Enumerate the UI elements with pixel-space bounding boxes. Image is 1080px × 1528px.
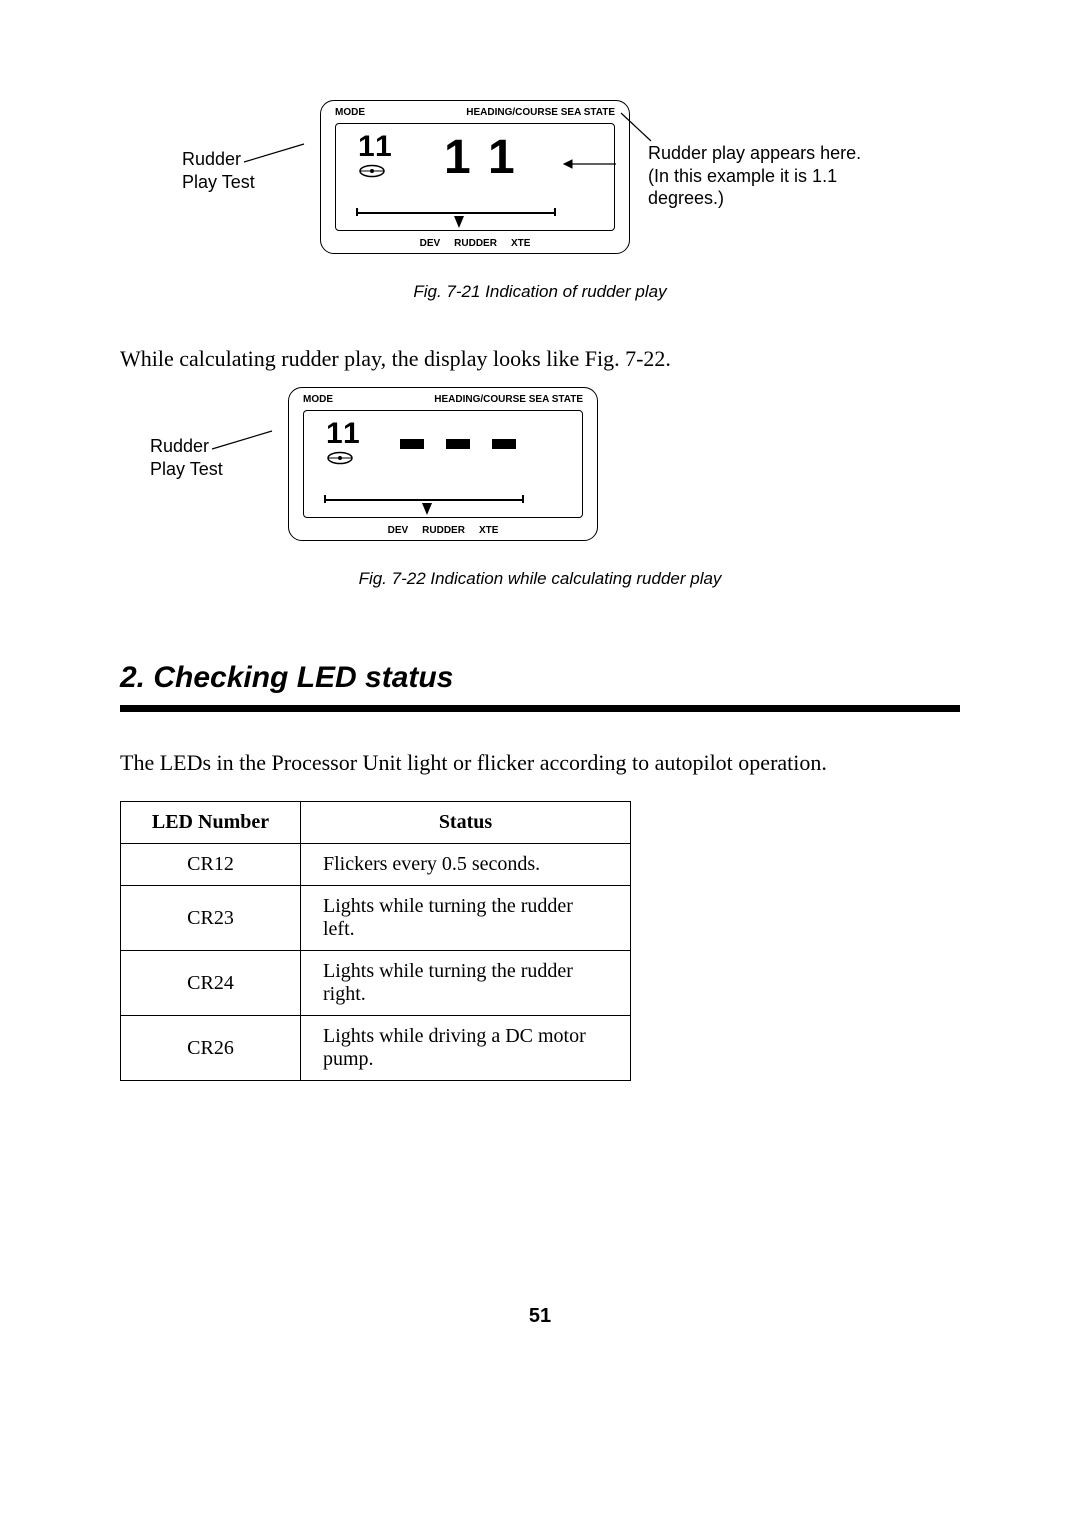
fig1-mode-digits: 11 [358, 132, 394, 162]
fig1-right-annotation: Rudder play appears here. (In this examp… [648, 100, 898, 210]
cell-led-num: CR23 [121, 886, 301, 951]
fig1-footer-xte: XTE [511, 238, 530, 249]
fig2-footer-rudder: RUDDER [422, 525, 465, 536]
steering-wheel-icon [326, 451, 354, 465]
col-status: Status [301, 802, 631, 844]
steering-wheel-icon [358, 164, 386, 178]
calculating-dashes-icon [400, 439, 516, 449]
cell-led-num: CR12 [121, 844, 301, 886]
fig1-lcd-panel: MODE HEADING/COURSE SEA STATE 11 1 1 [320, 100, 630, 254]
table-row: CR12 Flickers every 0.5 seconds. [121, 844, 631, 886]
cell-status: Lights while driving a DC motor pump. [301, 1016, 631, 1081]
fig2-left-annotation: Rudder Play Test [150, 387, 270, 482]
fig2-mode-digits: 11 [326, 419, 362, 449]
section-2-block: 2. Checking LED status [120, 661, 960, 712]
fig2-left-line1: Rudder [150, 436, 209, 456]
table-row: CR24 Lights while turning the rudder rig… [121, 951, 631, 1016]
fig1-right-line3: degrees.) [648, 188, 724, 208]
col-led-number: LED Number [121, 802, 301, 844]
fig1-lcd-body: 11 1 1 [335, 123, 615, 231]
fig1-left-annotation: Rudder Play Test [182, 100, 302, 195]
fig1-mode-label: MODE [335, 107, 365, 118]
fig2-lcd-panel: MODE HEADING/COURSE SEA STATE 11 DEV RU [288, 387, 598, 541]
figure-7-21: Rudder Play Test MODE HEADING/COURSE SEA… [120, 100, 960, 254]
fig1-footer-dev: DEV [420, 238, 441, 249]
fig1-value-digits: 1 1 [444, 134, 517, 182]
fig2-heading-label: HEADING/COURSE SEA STATE [434, 394, 583, 405]
fig2-mode-label: MODE [303, 394, 333, 405]
figure-7-22: Rudder Play Test MODE HEADING/COURSE SEA… [150, 387, 960, 541]
deviation-bar [356, 212, 556, 214]
fig1-heading-label: HEADING/COURSE SEA STATE [466, 107, 615, 118]
fig1-left-line1: Rudder [182, 149, 241, 169]
fig1-right-line2: (In this example it is 1.1 [648, 166, 837, 186]
para-calculating: While calculating rudder play, the displ… [120, 342, 960, 375]
cell-status: Lights while turning the rudder left. [301, 886, 631, 951]
fig1-footer-rudder: RUDDER [454, 238, 497, 249]
fig2-footer-dev: DEV [388, 525, 409, 536]
cell-led-num: CR26 [121, 1016, 301, 1081]
section-2-intro: The LEDs in the Processor Unit light or … [120, 746, 960, 779]
fig1-caption: Fig. 7-21 Indication of rudder play [120, 282, 960, 302]
cell-status: Lights while turning the rudder right. [301, 951, 631, 1016]
deviation-bar [324, 499, 524, 501]
table-header-row: LED Number Status [121, 802, 631, 844]
page-number: 51 [0, 1305, 1080, 1328]
table-row: CR23 Lights while turning the rudder lef… [121, 886, 631, 951]
cell-status: Flickers every 0.5 seconds. [301, 844, 631, 886]
fig2-footer-xte: XTE [479, 525, 498, 536]
section-2-heading: 2. Checking LED status [120, 661, 960, 712]
table-row: CR26 Lights while driving a DC motor pum… [121, 1016, 631, 1081]
cell-led-num: CR24 [121, 951, 301, 1016]
fig2-caption: Fig. 7-22 Indication while calculating r… [120, 569, 960, 589]
fig2-lcd-body: 11 [303, 410, 583, 518]
led-status-table: LED Number Status CR12 Flickers every 0.… [120, 801, 631, 1081]
fig1-right-line1: Rudder play appears here. [648, 143, 861, 163]
deviation-marker-icon [454, 216, 464, 228]
deviation-marker-icon [422, 503, 432, 515]
